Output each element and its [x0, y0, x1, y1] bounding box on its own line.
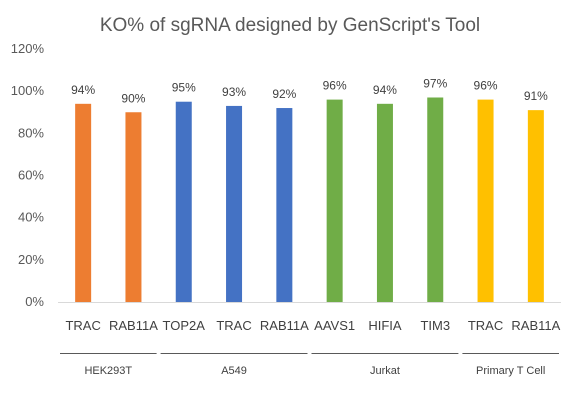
bar	[175, 101, 192, 302]
data-label: 93%	[222, 85, 246, 99]
x-tick-label: TRAC	[65, 318, 100, 333]
x-tick-label: RAB11A	[511, 318, 560, 333]
data-label: 90%	[121, 91, 145, 105]
group-label: Primary T Cell	[476, 365, 545, 377]
data-label: 97%	[423, 76, 447, 90]
bar	[125, 112, 142, 302]
x-tick-labels: TRAC RAB11A TOP2A TRAC RAB11A AAVS1 HIFIA TIM3 T…	[65, 318, 560, 333]
data-label: 96%	[474, 79, 498, 93]
data-label: 95%	[172, 81, 196, 95]
bar	[427, 97, 444, 302]
y-tick-label: 40%	[18, 210, 44, 225]
x-tick-label: TIM3	[420, 318, 450, 333]
y-tick-label: 80%	[18, 125, 44, 140]
group-label: A549	[221, 365, 247, 377]
y-tick-label: 100%	[11, 83, 45, 98]
x-tick-label: TRAC	[216, 318, 251, 333]
x-tick-label: RAB11A	[109, 318, 158, 333]
data-label: 94%	[373, 83, 397, 97]
y-tick-label: 120%	[11, 41, 45, 56]
bar	[477, 99, 494, 302]
data-label: 94%	[71, 83, 95, 97]
data-label: 92%	[272, 87, 296, 101]
x-tick-label: RAB11A	[260, 318, 309, 333]
y-tick-label: 20%	[18, 252, 44, 267]
bar	[276, 108, 293, 303]
bar	[326, 99, 343, 302]
bar	[527, 110, 544, 303]
group-labels: HEK293T A549 Jurkat Primary T Cell	[60, 353, 559, 377]
x-tick-label: AAVS1	[314, 318, 355, 333]
x-tick-label: HIFIA	[368, 318, 402, 333]
group-label: Jurkat	[370, 365, 400, 377]
bar	[226, 105, 243, 302]
y-axis: 0% 20% 40% 60% 80% 100% 120%	[11, 41, 45, 309]
chart-title: KO% of sgRNA designed by GenScript's Too…	[100, 15, 480, 36]
bar	[75, 103, 92, 302]
x-tick-label: TOP2A	[163, 318, 206, 333]
bars-layer: 94% 90% 95% 93% 92% 96% 94% 97% 96% 91%	[71, 76, 548, 303]
x-tick-label: TRAC	[468, 318, 503, 333]
group-label: HEK293T	[84, 365, 132, 377]
y-tick-label: 60%	[18, 168, 44, 183]
bar	[376, 103, 393, 302]
y-tick-label: 0%	[25, 294, 44, 309]
data-label: 91%	[524, 89, 548, 103]
data-label: 96%	[323, 79, 347, 93]
